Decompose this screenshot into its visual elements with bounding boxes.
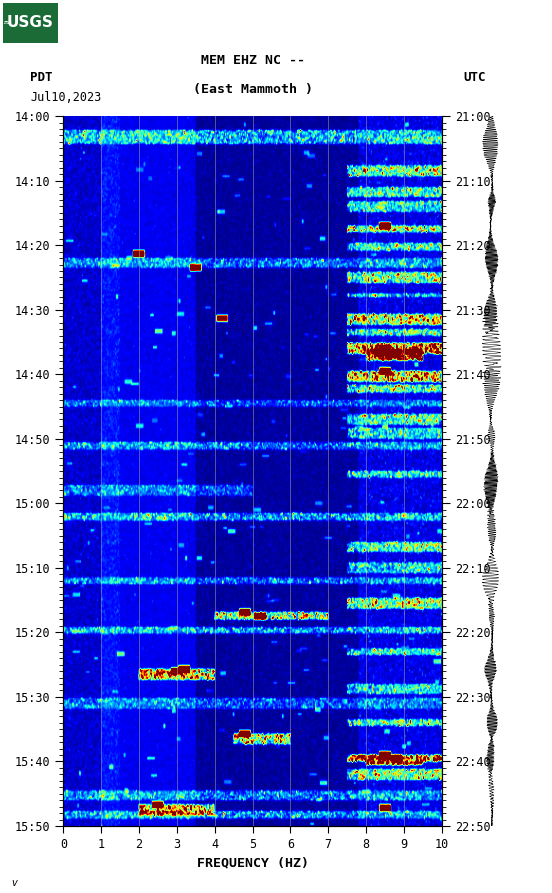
Text: USGS: USGS [6, 15, 53, 30]
Text: Jul10,2023: Jul10,2023 [30, 91, 102, 104]
X-axis label: FREQUENCY (HZ): FREQUENCY (HZ) [197, 856, 309, 870]
Text: ≈: ≈ [3, 18, 12, 28]
Text: PDT: PDT [30, 71, 53, 84]
FancyBboxPatch shape [3, 3, 57, 43]
Text: MEM EHZ NC --: MEM EHZ NC -- [200, 54, 305, 67]
Text: (East Mammoth ): (East Mammoth ) [193, 83, 312, 96]
Text: v: v [11, 878, 17, 888]
Text: UTC: UTC [464, 71, 486, 84]
